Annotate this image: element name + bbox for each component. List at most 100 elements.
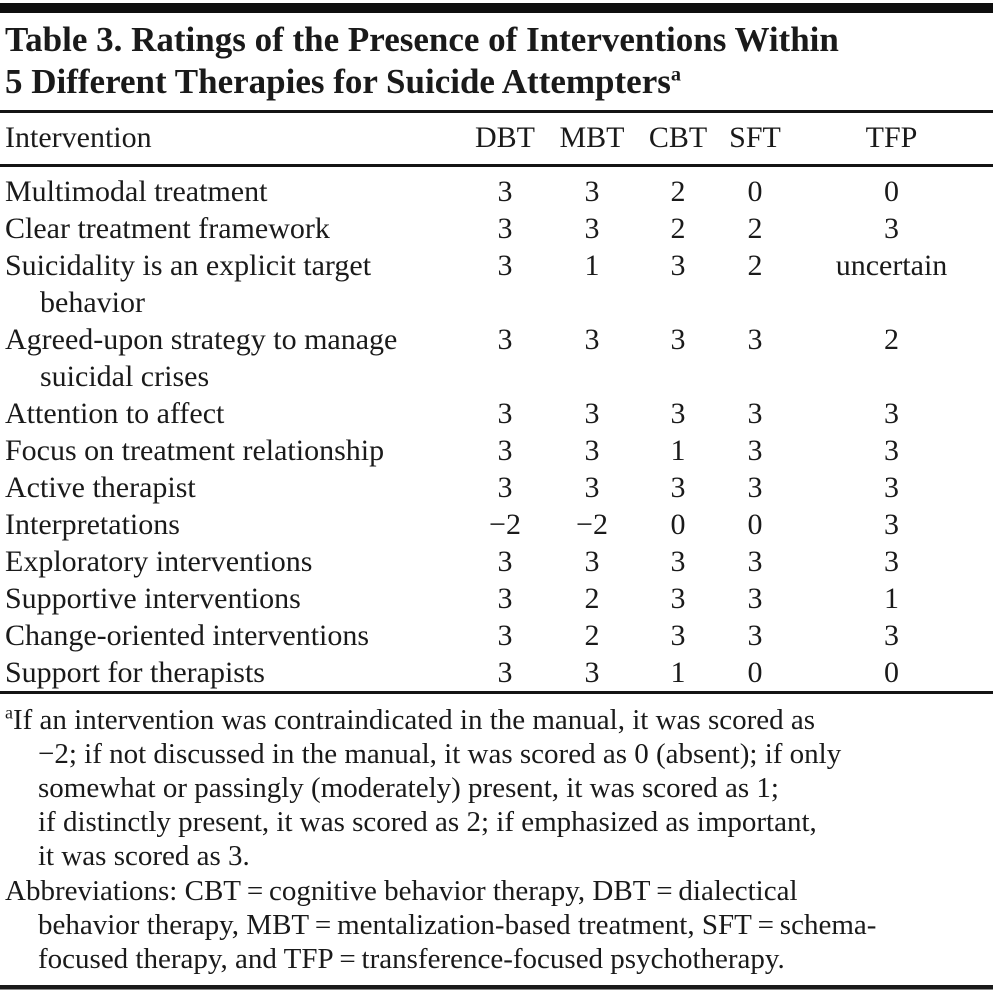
rating-cell: 3: [497, 323, 513, 356]
rating-cell: 0: [670, 508, 686, 541]
rating-cell: 3: [884, 212, 899, 245]
row-label: Active therapist: [5, 471, 196, 504]
rating-cell: 2: [670, 212, 686, 245]
rating-cell: 3: [497, 212, 513, 245]
ratings-table: Intervention DBT MBT CBT SFT TFP Multimo…: [0, 113, 993, 691]
rating-cell: 3: [747, 471, 763, 504]
rating-cell: 3: [497, 397, 513, 430]
footnote-line: behavior therapy, MBT = mentalization-ba…: [38, 909, 877, 941]
rating-cell: −2: [576, 508, 608, 541]
table-row: Support for therapists 3 3 1 0 0: [0, 654, 993, 691]
title-divider-rule: [0, 110, 993, 113]
row-label: Agreed-upon strategy to manage suicidal …: [5, 323, 398, 393]
rating-cell: 3: [497, 249, 513, 282]
rating-cell: 3: [497, 582, 513, 615]
rating-cell: 1: [584, 249, 600, 282]
rating-cell: 2: [884, 323, 899, 356]
footnote-line: if distinctly present, it was scored as …: [38, 806, 817, 838]
rating-cell: 3: [884, 397, 899, 430]
abbreviations-footnote: Abbreviations: CBT = cognitive behavior …: [5, 874, 989, 976]
rating-cell: 0: [884, 175, 899, 208]
rating-cell: 3: [584, 323, 600, 356]
rating-cell: 3: [747, 582, 763, 615]
header-row: Intervention DBT MBT CBT SFT TFP: [0, 113, 993, 167]
rating-cell: 0: [884, 656, 899, 689]
table-title-line-1: Table 3. Ratings of the Presence of Inte…: [5, 20, 839, 59]
table-row: Agreed-upon strategy to manage suicidal …: [0, 321, 993, 395]
table-title-line-2: 5 Different Therapies for Suicide Attemp…: [5, 62, 671, 101]
footnotes: aIf an intervention was contraindicated …: [0, 694, 993, 976]
row-label: Suicidality is an explicit target behavi…: [5, 249, 372, 319]
rating-cell: 2: [747, 249, 763, 282]
table-title-footnote-marker: a: [670, 63, 682, 86]
rating-cell: 3: [670, 545, 686, 578]
rating-cell: 3: [884, 434, 899, 467]
rating-cell: 0: [747, 656, 763, 689]
table-row: Change-oriented interventions 3 2 3 3 3: [0, 617, 993, 654]
rating-cell: 3: [884, 508, 899, 541]
row-label: Multimodal treatment: [5, 175, 268, 208]
row-label: Focus on treatment relationship: [5, 434, 385, 467]
rating-cell: 3: [584, 471, 600, 504]
rating-cell: 3: [747, 434, 763, 467]
rating-cell: 3: [747, 397, 763, 430]
rating-cell: 2: [584, 582, 600, 615]
table-row: Clear treatment framework 3 3 2 2 3: [0, 210, 993, 247]
footnote-line: aIf an intervention was contraindicated …: [5, 703, 989, 737]
rating-cell: 3: [884, 545, 899, 578]
rating-cell: 3: [497, 471, 513, 504]
rating-cell: 3: [497, 619, 513, 652]
footnote-line: Abbreviations: CBT = cognitive behavior …: [5, 875, 798, 907]
rating-cell: 3: [747, 323, 763, 356]
row-label: Change-oriented interventions: [5, 619, 370, 652]
rating-cell: 3: [670, 323, 686, 356]
table-row: Suicidality is an explicit target behavi…: [0, 247, 993, 321]
column-header-tfp: TFP: [790, 113, 993, 167]
table-row: Interpretations −2 −2 0 0 3: [0, 506, 993, 543]
row-label: Attention to affect: [5, 397, 225, 430]
column-header-dbt: DBT: [462, 113, 548, 167]
footnote-line: it was scored as 3.: [38, 840, 250, 872]
rating-cell: 1: [884, 582, 899, 615]
rating-cell: 3: [584, 545, 600, 578]
rating-cell: 3: [884, 471, 899, 504]
rating-cell: 3: [584, 656, 600, 689]
rating-cell: 3: [584, 397, 600, 430]
score-footnote: aIf an intervention was contraindicated …: [5, 703, 989, 873]
rating-cell: 3: [884, 619, 899, 652]
column-header-cbt: CBT: [636, 113, 720, 167]
rating-cell: 3: [584, 175, 600, 208]
rating-cell: 3: [497, 434, 513, 467]
table-title: Table 3. Ratings of the Presence of Inte…: [0, 13, 993, 110]
footnote-line: somewhat or passingly (moderately) prese…: [38, 772, 779, 804]
rating-cell: 2: [584, 619, 600, 652]
rating-cell: 0: [747, 508, 763, 541]
footnote-text: If an intervention was contraindicated i…: [12, 704, 816, 736]
table-bottom-rule: [0, 691, 993, 694]
rating-cell: 3: [670, 397, 686, 430]
row-label: Support for therapists: [5, 656, 265, 689]
row-label: Interpretations: [5, 508, 180, 541]
rating-cell: 3: [584, 212, 600, 245]
rating-cell: 3: [670, 249, 686, 282]
rating-cell: 1: [670, 656, 686, 689]
rating-cell: 3: [670, 619, 686, 652]
top-heavy-rule: [0, 3, 993, 13]
column-header-mbt: MBT: [548, 113, 636, 167]
rating-cell: 3: [747, 619, 763, 652]
table-row: Multimodal treatment 3 3 2 0 0: [0, 166, 993, 211]
rating-cell: 3: [497, 656, 513, 689]
table-row: Active therapist 3 3 3 3 3: [0, 469, 993, 506]
rating-cell: uncertain: [835, 249, 948, 282]
rating-cell: 2: [747, 212, 763, 245]
rating-cell: 3: [747, 545, 763, 578]
rating-cell: 0: [747, 175, 763, 208]
table-row: Focus on treatment relationship 3 3 1 3 3: [0, 432, 993, 469]
footnote-line: focused therapy, and TFP = transference-…: [38, 943, 785, 975]
rating-cell: 3: [670, 582, 686, 615]
table-row: Supportive interventions 3 2 3 3 1: [0, 580, 993, 617]
row-label: Clear treatment framework: [5, 212, 330, 245]
rating-cell: −2: [489, 508, 521, 541]
rating-cell: 2: [670, 175, 686, 208]
